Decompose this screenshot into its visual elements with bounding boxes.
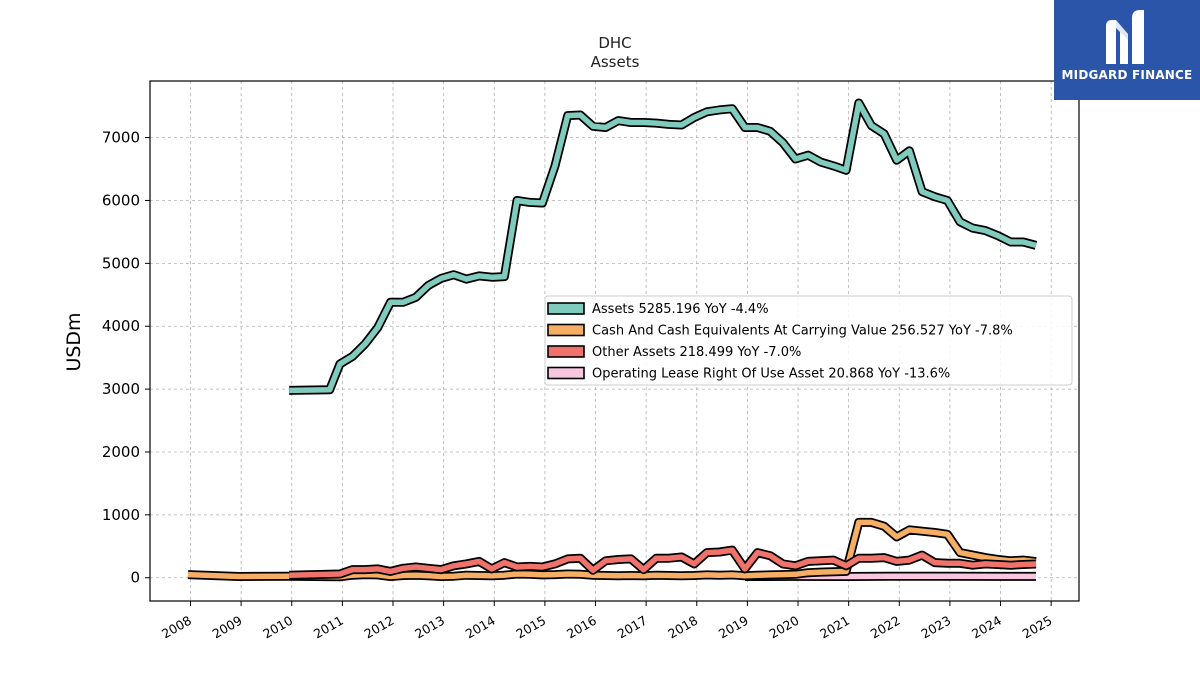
legend-entry: Assets 5285.196 YoY -4.4%	[592, 302, 769, 317]
legend-swatch	[547, 302, 585, 315]
x-tick-label: 2023	[918, 613, 953, 642]
x-tick-label: 2021	[817, 613, 852, 642]
x-tick-label: 2016	[564, 613, 599, 642]
y-tick-label: 4000	[102, 317, 140, 335]
y-tick-label: 3000	[102, 380, 140, 398]
x-tick-label: 2008	[159, 613, 194, 642]
series-line	[187, 519, 1037, 580]
brand-name: MIDGARD FINANCE	[1061, 68, 1193, 82]
x-tick-label: 2019	[716, 613, 751, 642]
x-tick-label: 2017	[615, 613, 650, 642]
brand-logo-icon	[1106, 10, 1144, 64]
x-tick-label: 2009	[210, 613, 245, 642]
legend-entry: Cash And Cash Equivalents At Carrying Va…	[592, 324, 1013, 339]
x-tick-label: 2012	[361, 613, 396, 642]
y-tick-label: 0	[130, 569, 140, 587]
x-tick-label: 2024	[969, 613, 1004, 642]
brand-logo: MIDGARD FINANCE	[1054, 0, 1200, 100]
x-tick-label: 2011	[311, 613, 346, 642]
x-tick-label: 2020	[766, 613, 801, 642]
chart-title: DHC	[598, 34, 631, 52]
legend-entry: Other Assets 218.499 YoY -7.0%	[592, 345, 801, 360]
legend-swatch	[547, 323, 585, 337]
legend-swatch	[547, 366, 585, 380]
x-tick-label: 2018	[665, 613, 700, 642]
legend: Assets 5285.196 YoY -4.4% Cash And Cash E…	[544, 295, 1073, 386]
y-tick-label: 6000	[102, 191, 140, 209]
chart-subtitle: Assets	[591, 53, 640, 71]
x-tick-label: 2014	[463, 613, 498, 642]
legend-box	[544, 295, 1073, 386]
legend-entry: Operating Lease Right Of Use Asset 20.86…	[592, 367, 950, 382]
series-lines	[187, 98, 1038, 582]
y-axis-label: USDm	[63, 312, 85, 371]
x-tick-label: 2015	[513, 613, 548, 642]
x-tick-label: 2013	[412, 613, 447, 642]
series-line	[289, 100, 1037, 394]
y-tick-label: 1000	[102, 506, 140, 524]
x-tick-label: 2025	[1020, 613, 1055, 642]
x-tick-label: 2010	[260, 613, 295, 642]
y-tick-label: 2000	[102, 443, 140, 461]
y-tick-label: 5000	[102, 254, 140, 272]
y-tick-label: 7000	[102, 129, 140, 147]
x-tick-label: 2022	[868, 613, 903, 642]
plot-frame	[149, 80, 1080, 602]
legend-swatch	[547, 345, 585, 358]
series-line	[289, 547, 1037, 578]
